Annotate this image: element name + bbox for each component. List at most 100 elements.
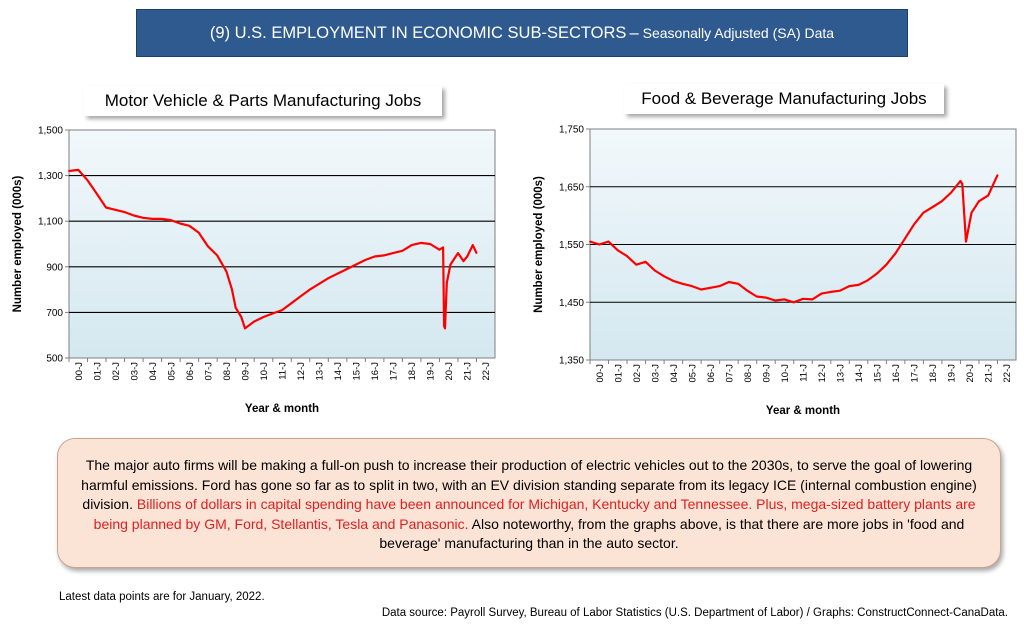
chart2-xtick-label: 14-J <box>854 364 865 383</box>
chart1-data-point <box>401 249 404 252</box>
chart1-xtick-label: 04-J <box>148 362 159 381</box>
chart2-data-point <box>616 249 619 252</box>
chart1-xtick-label: 14-J <box>333 362 344 381</box>
chart2-data-point <box>961 182 964 185</box>
chart1-data-point <box>234 306 237 309</box>
chart1-data-point <box>442 246 445 249</box>
chart2-data-point <box>774 299 777 302</box>
chart1-title: Motor Vehicle & Parts Manufacturing Jobs <box>84 86 442 116</box>
chart1-data-point <box>123 211 126 213</box>
chart1-data-point <box>225 270 228 273</box>
chart1-data-point <box>262 316 265 318</box>
chart1-data-point <box>449 263 452 266</box>
chart2-data-point <box>709 286 712 289</box>
chart2-xtick-label: 11-J <box>799 364 810 382</box>
chart2-ytick-label: 1,550 <box>559 240 584 251</box>
chart2-data-point <box>857 284 860 286</box>
chart1-data-point <box>444 327 446 330</box>
chart2-data-point <box>913 223 916 226</box>
chart1-data-point <box>429 243 432 245</box>
chart1-data-point <box>364 259 367 261</box>
chart2-data-point <box>950 191 953 194</box>
chart2-data-point <box>663 275 665 278</box>
chart2-xtick-label: 06-J <box>706 364 717 383</box>
chart1-ytick-label: 700 <box>46 308 63 319</box>
chart1-data-point <box>197 231 200 234</box>
chart2-xtick-label: 00-J <box>595 364 606 383</box>
chart2-ytick-label: 1,450 <box>559 298 584 309</box>
chart2-xtick-label: 01-J <box>613 364 624 383</box>
chart1-data-point <box>271 312 274 315</box>
chart1-xtick-label: 08-J <box>222 362 233 381</box>
chart2-xtick-label: 09-J <box>761 364 772 383</box>
chart2-data-point <box>894 252 897 255</box>
chart1-xtick-label: 00-J <box>74 362 85 381</box>
chart2-data-point <box>792 301 795 304</box>
chart2-xtick-label: 13-J <box>836 364 847 383</box>
chart2-xtick-label: 22-J <box>1002 364 1013 383</box>
chart1-ytick-label: 900 <box>46 262 63 273</box>
chart1-xtick-label: 06-J <box>185 362 196 381</box>
chart1-xtick-label: 07-J <box>203 362 214 381</box>
chart1-data-point <box>373 255 376 258</box>
chart2-data-point <box>829 290 832 293</box>
chart2-xtick-label: 16-J <box>891 364 902 383</box>
chart2-data-point <box>970 211 973 214</box>
chart1-ytick-label: 1,500 <box>38 126 63 137</box>
chart2-data-point <box>885 263 888 266</box>
chart2-ytick-label: 1,750 <box>559 125 584 136</box>
chart1-data-point <box>240 316 243 318</box>
chart2-xtick-label: 12-J <box>817 364 828 383</box>
chart2-data-point <box>931 206 934 208</box>
chart2-data-point <box>839 289 841 292</box>
chart2-data-point <box>978 200 980 203</box>
commentary-text-highlight: Billions of dollars in capital spending … <box>93 496 976 532</box>
chart1-xtick-label: 21-J <box>463 362 474 381</box>
chart2-data-point <box>876 272 878 275</box>
chart2-xtick-label: 15-J <box>873 364 884 383</box>
chart2-ylabel: Number employed (000s) <box>533 176 545 313</box>
chart2-data-point <box>718 285 721 287</box>
chart2-data-point <box>965 240 967 243</box>
chart2-data-point <box>755 295 758 298</box>
chart2-data-point <box>653 269 656 272</box>
chart1-xtick-label: 01-J <box>92 362 103 381</box>
chart1-data-point <box>95 192 98 195</box>
page-title-banner: (9) U.S. EMPLOYMENT IN ECONOMIC SUB-SECT… <box>136 9 908 57</box>
chart1-data-point <box>345 268 348 270</box>
chart1-data-point <box>86 179 89 182</box>
chart1-data-point <box>299 295 302 298</box>
chart2-data-point <box>802 297 804 300</box>
chart1-data-point <box>114 208 117 211</box>
chart1-data-point <box>462 260 465 262</box>
chart2-data-point <box>598 243 601 246</box>
chart2-xtick-label: 17-J <box>910 364 921 383</box>
chart1-data-point <box>132 214 135 217</box>
chart1-data-point <box>207 245 209 248</box>
chart1-data-point <box>216 254 219 257</box>
chart1-xtick-label: 12-J <box>296 362 307 381</box>
page-subtitle: Seasonally Adjusted (SA) Data <box>642 25 835 41</box>
chart1-data-point <box>179 222 182 225</box>
chart1-xtick-label: 09-J <box>240 362 251 381</box>
chart2-data-point <box>959 180 962 182</box>
chart1-xtick-label: 10-J <box>259 362 270 381</box>
chart1-xlabel: Year & month <box>245 403 319 415</box>
title-dash: – <box>629 23 639 42</box>
chart1-data-point <box>382 254 385 257</box>
chart2-xtick-label: 08-J <box>743 364 754 383</box>
chart1-data-point <box>471 244 474 247</box>
commentary-text-2: Also noteworthy, from the graphs above, … <box>379 515 965 552</box>
page-title: (9) U.S. EMPLOYMENT IN ECONOMIC SUB-SECT… <box>209 23 627 42</box>
chart1-xtick-label: 19-J <box>426 362 437 381</box>
chart1-xtick-label: 03-J <box>129 362 140 381</box>
commentary-box: The major auto firms will be making a fu… <box>57 438 1001 568</box>
chart1-data-point <box>420 241 422 244</box>
chart1-ytick-label: 1,300 <box>38 171 63 182</box>
commentary-text-1: The major auto firms will be making a fu… <box>81 457 977 512</box>
chart1-data-point <box>253 320 256 323</box>
chart1-data-point <box>355 263 357 266</box>
chart2-data-point <box>783 298 786 301</box>
chart2-data-point <box>866 279 869 282</box>
